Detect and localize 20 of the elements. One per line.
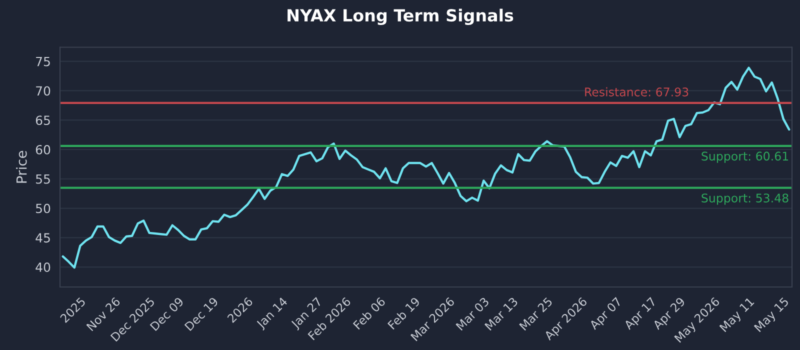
x-tick-label: Mar 25 bbox=[518, 296, 553, 331]
y-tick-label: 45 bbox=[36, 233, 50, 243]
y-tick-label: 50 bbox=[36, 204, 50, 214]
ref-line-label: Support: 53.48 bbox=[702, 194, 788, 205]
y-axis-title: Price bbox=[16, 150, 27, 183]
line-series bbox=[62, 66, 790, 269]
x-tick-label: Feb 19 bbox=[387, 296, 420, 330]
y-tick-label: 55 bbox=[36, 174, 50, 184]
x-tick-label: Apr 07 bbox=[588, 296, 624, 332]
y-tick-label: 70 bbox=[36, 86, 50, 96]
y-tick-label: 40 bbox=[36, 262, 50, 272]
y-tick-label: 60 bbox=[36, 144, 50, 154]
chart-title: NYAX Long Term Signals bbox=[288, 8, 514, 26]
x-tick-label: Feb 06 bbox=[352, 296, 386, 330]
y-tick-label: 65 bbox=[36, 116, 50, 126]
x-tick-label: Dec 19 bbox=[184, 296, 219, 332]
y-tick-label: 75 bbox=[36, 56, 50, 66]
ref-line-label: Support: 60.61 bbox=[702, 152, 788, 163]
ref-line-label: Resistance: 67.93 bbox=[585, 87, 688, 96]
x-tick-label: Jan 14 bbox=[256, 296, 290, 331]
